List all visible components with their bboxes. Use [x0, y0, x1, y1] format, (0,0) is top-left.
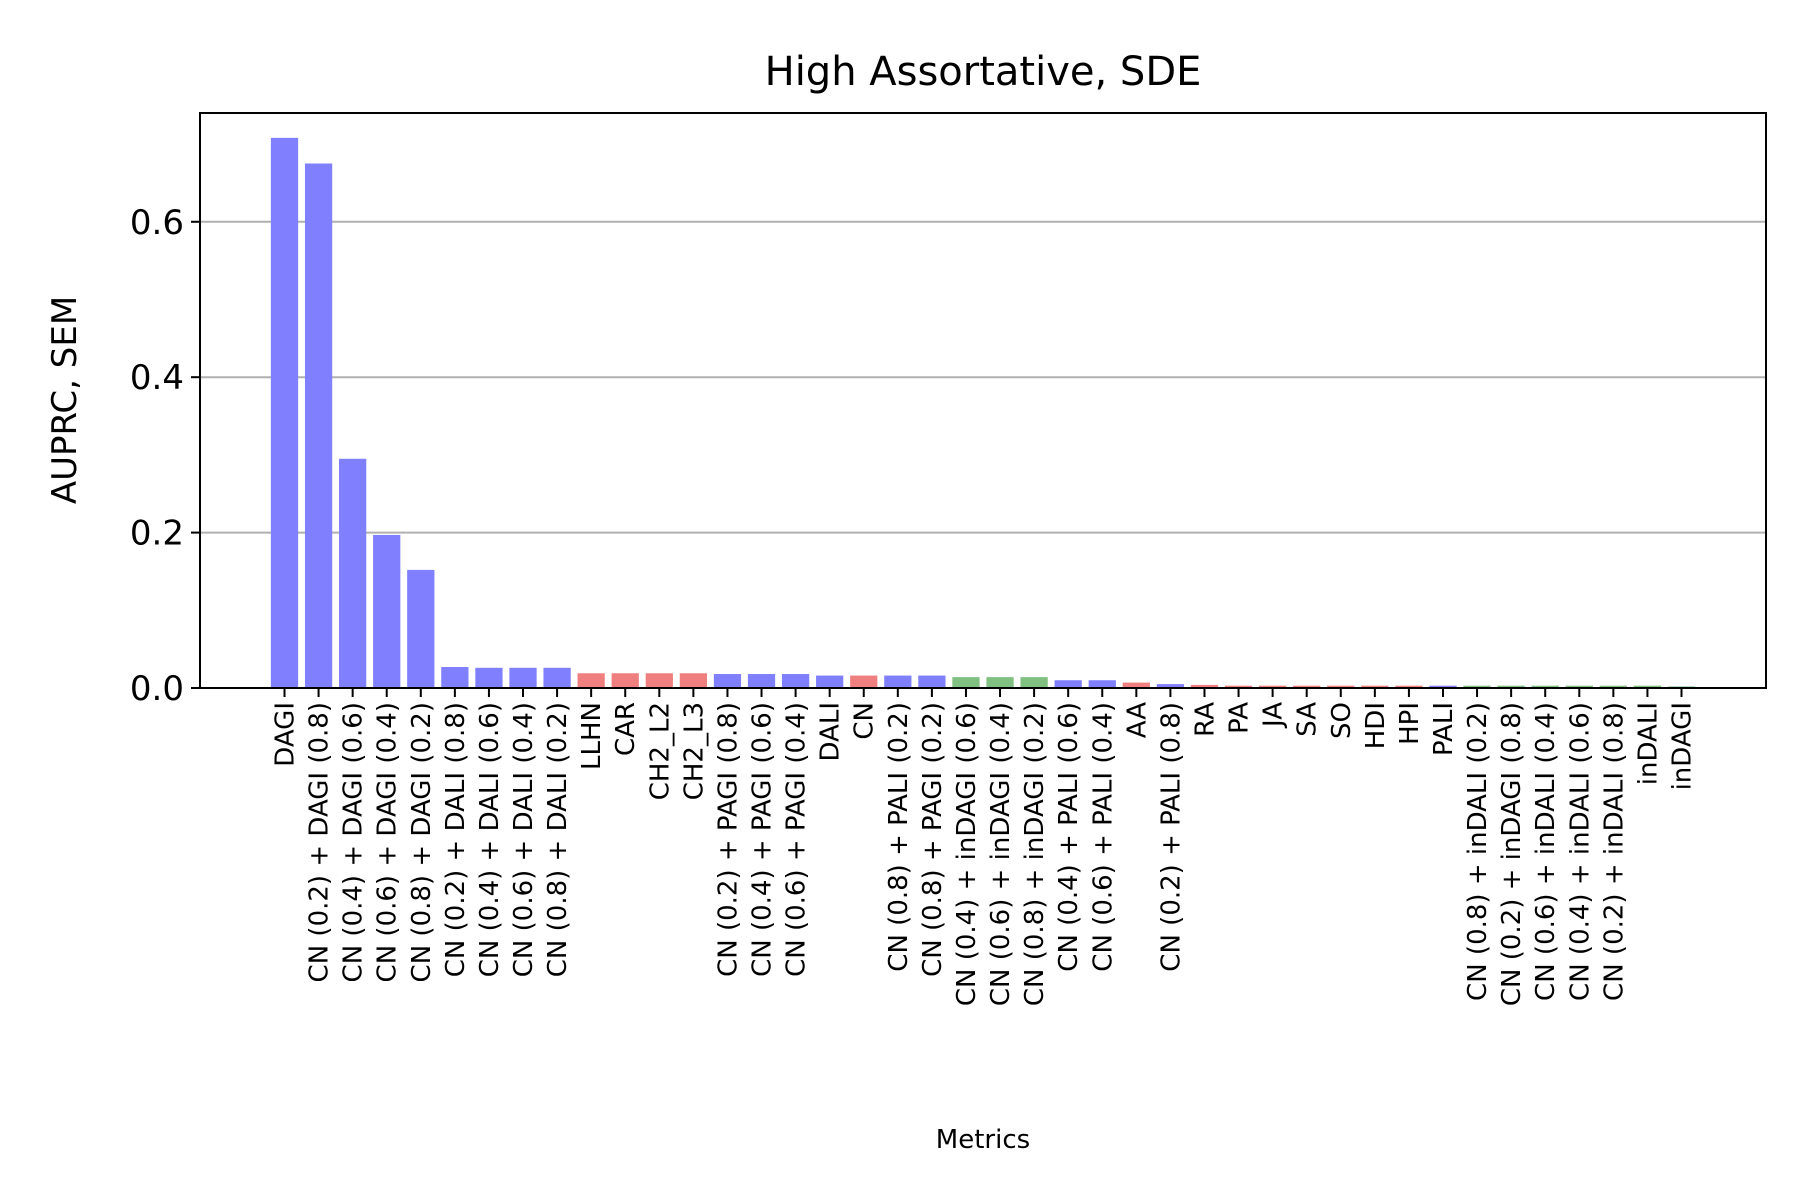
bar	[1531, 685, 1559, 688]
grid-lines	[200, 220, 1766, 534]
x-tick-label: CN (0.4) + inDALI (0.6)	[1565, 702, 1595, 1001]
bar	[1293, 685, 1321, 688]
x-tick-label: DAGI	[271, 702, 301, 767]
bar	[509, 667, 537, 688]
bar	[884, 675, 912, 688]
x-tick-label: CN (0.8) + DAGI (0.2)	[407, 702, 437, 982]
bar	[1497, 685, 1525, 688]
bar	[850, 675, 878, 688]
x-tick-label: CN (0.8) + inDAGI (0.2)	[1020, 702, 1050, 1006]
x-tick-label: CN (0.4) + inDAGI (0.6)	[952, 702, 982, 1006]
x-tick-label: JA	[1259, 702, 1289, 729]
x-tick-label: HPI	[1395, 702, 1425, 745]
bar	[918, 675, 946, 688]
x-tick-label: CN (0.2) + DALI (0.8)	[441, 702, 471, 977]
x-tick-label: CN (0.6) + DALI (0.4)	[509, 702, 539, 977]
bar	[1122, 682, 1150, 688]
x-axis-label: Metrics	[936, 1125, 1030, 1155]
x-tick-label: CN (0.2) + PAGI (0.8)	[713, 702, 743, 977]
bar	[373, 534, 401, 688]
x-tick-label: LLHN	[577, 702, 607, 770]
bar	[747, 674, 776, 688]
x-tick-label: CN (0.4) + PALI (0.6)	[1054, 702, 1084, 972]
x-tick-label: CN (0.2) + DAGI (0.8)	[305, 702, 335, 982]
bar	[679, 673, 708, 688]
y-tick-label: 0.4	[130, 358, 184, 398]
x-tick-label: RA	[1190, 702, 1220, 737]
x-tick-label: CN (0.2) + PALI (0.8)	[1156, 702, 1186, 972]
bar	[816, 675, 844, 688]
x-tick-label: CN (0.4) + PAGI (0.6)	[748, 702, 778, 977]
x-axis: DAGI CN (0.2) + DAGI (0.8) CN (0.4) + DAGI…	[271, 688, 1698, 1006]
bar	[952, 677, 980, 688]
bar	[1633, 685, 1662, 688]
bar	[1429, 685, 1457, 688]
x-tick-label: CAR	[611, 702, 641, 756]
bar	[645, 673, 673, 688]
bar	[1258, 685, 1287, 688]
x-tick-label: CN (0.8) + DALI (0.2)	[543, 702, 573, 977]
x-tick-label: PALI	[1429, 702, 1459, 756]
bar	[1088, 680, 1116, 688]
bar	[713, 674, 742, 688]
x-tick-label: DALI	[816, 702, 846, 762]
bar	[986, 677, 1014, 688]
bar	[1054, 680, 1082, 688]
x-tick-label: CN (0.2) + inDALI (0.8)	[1599, 702, 1629, 1001]
bar	[1395, 685, 1423, 688]
x-tick-label: CN (0.8) + inDALI (0.2)	[1463, 702, 1493, 1001]
x-tick-label: CN (0.4) + DALI (0.6)	[475, 702, 505, 977]
x-tick-label: CN (0.6) + DAGI (0.4)	[373, 702, 403, 982]
x-tick-label: HDI	[1361, 702, 1391, 749]
x-tick-label: CN (0.6) + PALI (0.4)	[1088, 702, 1118, 972]
bar	[1565, 685, 1593, 688]
bar	[781, 674, 810, 688]
x-tick-label: SO	[1327, 702, 1357, 739]
bar	[1224, 685, 1253, 688]
x-tick-label: inDALI	[1633, 702, 1663, 785]
bars	[270, 137, 1696, 688]
bar	[1190, 684, 1219, 688]
x-tick-label: inDAGI	[1668, 702, 1698, 790]
x-tick-label: SA	[1293, 702, 1323, 737]
bar	[441, 667, 469, 688]
bar	[1361, 685, 1389, 688]
x-tick-label: CN (0.6) + inDAGI (0.4)	[986, 702, 1016, 1006]
x-tick-label: CH2_L2	[645, 702, 675, 800]
bar	[1156, 684, 1185, 688]
bar	[543, 667, 571, 688]
bar	[475, 667, 503, 688]
x-tick-label: CN (0.8) + PALI (0.2)	[884, 702, 914, 972]
bar	[611, 673, 639, 688]
x-tick-label: CN (0.6) + inDALI (0.4)	[1531, 702, 1561, 1001]
bar	[1327, 685, 1355, 688]
bar	[1020, 677, 1048, 688]
y-axis: 0.0 0.2 0.4 0.6	[130, 203, 200, 709]
x-tick-label: AA	[1122, 702, 1152, 739]
y-tick-label: 0.2	[130, 514, 184, 554]
x-tick-label: CN (0.6) + PAGI (0.4)	[782, 702, 812, 977]
x-tick-label: CN	[850, 702, 880, 740]
x-tick-label: CN (0.4) + DAGI (0.6)	[339, 702, 369, 982]
bar	[407, 569, 435, 688]
bar	[577, 673, 605, 688]
x-tick-label: PA	[1225, 702, 1255, 734]
bar	[1599, 685, 1627, 688]
y-axis-label: AUPRC, SEM	[45, 296, 85, 504]
x-tick-label: CN (0.8) + PAGI (0.2)	[918, 702, 948, 977]
x-tick-label: CN (0.2) + inDAGI (0.8)	[1497, 702, 1527, 1006]
y-tick-label: 0.0	[130, 669, 184, 709]
chart-title: High Assortative, SDE	[765, 49, 1202, 95]
bar	[1463, 685, 1491, 688]
bar	[339, 458, 367, 688]
y-tick-label: 0.6	[130, 203, 184, 243]
plot-frame	[199, 112, 1767, 689]
bar	[270, 137, 299, 688]
x-tick-label: CH2_L3	[679, 702, 709, 800]
bar	[304, 163, 333, 688]
